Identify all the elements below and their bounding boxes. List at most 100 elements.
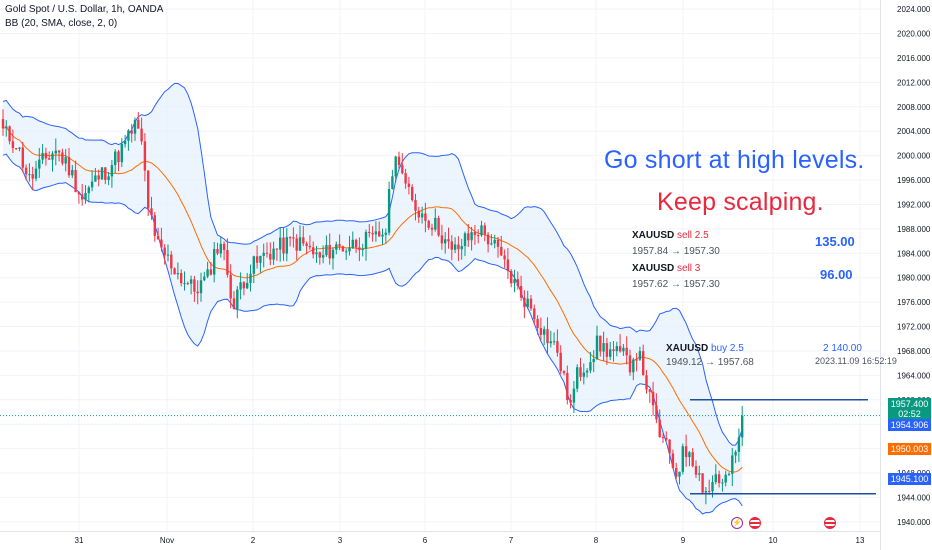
trade-card-2: XAUUSD sell 3 1957.62 → 1957.30 xyxy=(632,263,720,290)
candle-body xyxy=(84,192,87,200)
time-tick-label: 13 xyxy=(856,536,865,545)
candle-body xyxy=(387,188,391,233)
candle-body xyxy=(576,367,579,389)
candle-body xyxy=(331,249,335,259)
indicator-legend[interactable]: BB (20, SMA, close, 2, 0) xyxy=(5,18,118,29)
candle-body xyxy=(341,246,345,252)
trade-open-price: 1949.12 xyxy=(666,357,703,368)
candle-body xyxy=(199,280,203,294)
trade-card-1: XAUUSD sell 2.5 1957.84 → 1957.30 xyxy=(632,230,720,257)
candle-body xyxy=(18,147,21,149)
candle-body xyxy=(721,482,724,484)
candle-body xyxy=(54,150,57,154)
candle-body xyxy=(708,490,711,492)
candle-body xyxy=(226,249,229,275)
flash-icon[interactable]: ⚡ xyxy=(731,517,743,529)
candle-body xyxy=(533,308,536,320)
trade-arrow: → xyxy=(670,246,681,257)
bb-basis-price-label: 1950.003 xyxy=(888,443,931,455)
candle-body xyxy=(246,282,249,289)
candle-body xyxy=(688,452,691,458)
candle-body xyxy=(513,279,516,284)
candle-body xyxy=(24,167,28,175)
candle-body xyxy=(282,237,285,254)
candle-body xyxy=(417,210,420,218)
candle-body xyxy=(694,466,698,475)
candle-body xyxy=(516,279,519,287)
candle-body xyxy=(354,239,358,248)
candle-body xyxy=(486,234,490,245)
price-tick-label: 1980.000 xyxy=(897,274,931,283)
candle-body xyxy=(189,279,193,284)
candle-body xyxy=(427,220,430,228)
candle-body xyxy=(94,175,97,182)
candle-body xyxy=(298,237,302,251)
candle-body xyxy=(130,130,133,134)
trade-side: sell 3 xyxy=(677,263,701,274)
candle-body xyxy=(397,156,401,166)
candle-body xyxy=(668,439,671,454)
candle-body xyxy=(137,119,140,129)
candle-body xyxy=(11,141,15,149)
candle-body xyxy=(444,239,447,244)
us-flag-icon[interactable] xyxy=(749,517,761,529)
candle-body xyxy=(430,227,434,230)
candle-body xyxy=(727,473,731,475)
price-tick-label: 1944.000 xyxy=(897,493,931,502)
candle-body xyxy=(622,347,625,352)
candle-body xyxy=(450,241,453,250)
candle-body xyxy=(381,234,384,237)
candle-body xyxy=(127,130,130,141)
candle-body xyxy=(635,359,638,361)
candle-body xyxy=(325,244,328,256)
trade-close-price: 1957.30 xyxy=(683,279,720,290)
candle-body xyxy=(569,399,572,403)
candle-body xyxy=(107,176,110,180)
candle-body xyxy=(156,235,160,240)
candle-body xyxy=(140,128,143,142)
candle-body xyxy=(265,252,269,254)
candle-body xyxy=(176,273,180,275)
candle-body xyxy=(523,297,526,308)
bollinger-upper-band xyxy=(2,83,743,446)
time-axis[interactable]: 31 Nov 2 3 6 7 8 9 10 13 xyxy=(75,536,865,545)
chart-grid xyxy=(0,0,880,531)
horizontal-levels[interactable] xyxy=(690,399,876,495)
candle-body xyxy=(48,158,51,160)
candle-body xyxy=(625,347,628,356)
price-tick-label: 2000.000 xyxy=(897,152,931,161)
candle-body xyxy=(684,446,688,458)
candle-body xyxy=(345,251,348,253)
trade-symbol: XAUUSD xyxy=(666,343,709,354)
candle-body xyxy=(77,192,81,195)
price-tick-label: 1992.000 xyxy=(897,200,931,209)
candle-body xyxy=(358,247,361,251)
candle-body xyxy=(589,362,592,371)
candle-body xyxy=(503,255,506,260)
candle-body xyxy=(585,370,589,373)
price-tick-label: 1976.000 xyxy=(897,298,931,307)
trade-open-price: 1957.84 xyxy=(632,246,669,257)
candle-body xyxy=(348,247,351,252)
candle-body xyxy=(120,144,123,163)
candle-body xyxy=(701,473,704,493)
candle-body xyxy=(216,249,219,254)
candle-body xyxy=(87,187,90,193)
candle-body xyxy=(741,415,744,438)
candle-body xyxy=(259,255,262,263)
candle-body xyxy=(34,168,38,179)
candle-body xyxy=(579,367,582,377)
candle-body xyxy=(166,254,170,256)
candle-body xyxy=(496,239,500,247)
candle-body xyxy=(275,248,279,250)
candle-body xyxy=(308,245,312,248)
candle-body xyxy=(285,237,288,254)
us-flag-icon[interactable] xyxy=(824,517,836,529)
candle-body xyxy=(110,165,114,177)
candle-body xyxy=(71,169,74,176)
candle-body xyxy=(295,238,298,251)
candle-body xyxy=(74,169,77,193)
candle-body xyxy=(203,276,206,281)
candle-body xyxy=(655,405,658,420)
